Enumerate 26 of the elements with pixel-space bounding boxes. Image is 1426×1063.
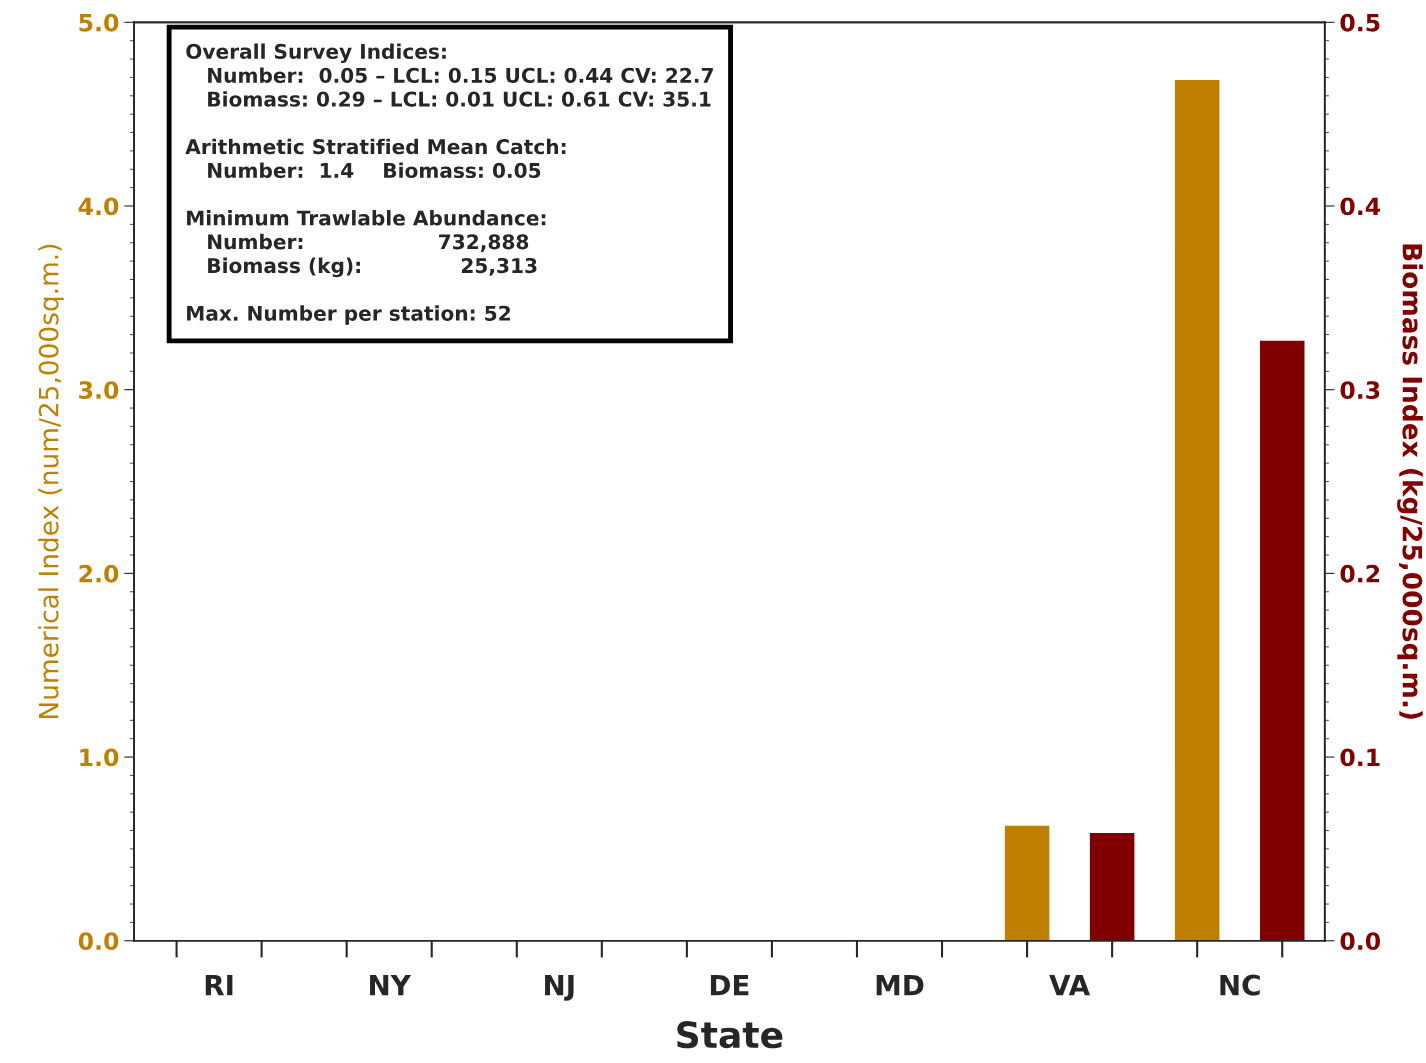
x-tick-label: NY: [370, 974, 412, 996]
y2-tick-label: 0.4: [1340, 197, 1381, 216]
annotation: Arithmetic Stratified Mean Catch: Number: 1.4 Biomass: 0.05: [185, 138, 566, 179]
x-tick-label: NJ: [545, 974, 574, 1001]
y2-tick-label: 0.5: [1340, 13, 1380, 32]
annotation: Minimum Trawlable Abundance: Number: 732,888 Biomass (kg): 25,313: [187, 210, 546, 278]
x-axis-title: State: [677, 1021, 783, 1049]
annotation: Max. Number per station: 52: [187, 305, 510, 325]
y-tick-label: 3.0: [79, 381, 119, 399]
y2-tick-label: 0.3: [1340, 381, 1380, 399]
y-axis-title: Numerical Index (num/25,000sq.m.): [38, 244, 64, 718]
y-tick-label: 4.0: [78, 197, 119, 216]
y2-tick-label: 0.2: [1340, 564, 1380, 583]
x-tick-label: RI: [205, 974, 233, 996]
x-tick-label: DE: [710, 974, 749, 996]
y-tick-label: 0.0: [78, 932, 119, 951]
x-tick-label: VA: [1049, 974, 1091, 996]
y2-axis-title: Biomass Index (kg/25,000sq.m.): [1397, 244, 1423, 719]
annotation: Overall Survey Indices: Number: 0.05 – LCL: 0.15 UCL: 0.44 CV: 22.7 Biomass: 0.29 – LCL: 0.01 UCL: 0.61 CV: 35.1: [186, 43, 713, 107]
y2-tick-label: 0.1: [1340, 748, 1380, 767]
y-tick-label: 2.0: [79, 564, 119, 583]
x-tick-label: NC: [1220, 974, 1260, 996]
y-tick-label: 1.0: [80, 748, 119, 767]
x-tick-label: MD: [876, 974, 924, 996]
y2-tick-label: 0.0: [1340, 932, 1381, 951]
y-tick-label: 5.0: [79, 13, 119, 32]
